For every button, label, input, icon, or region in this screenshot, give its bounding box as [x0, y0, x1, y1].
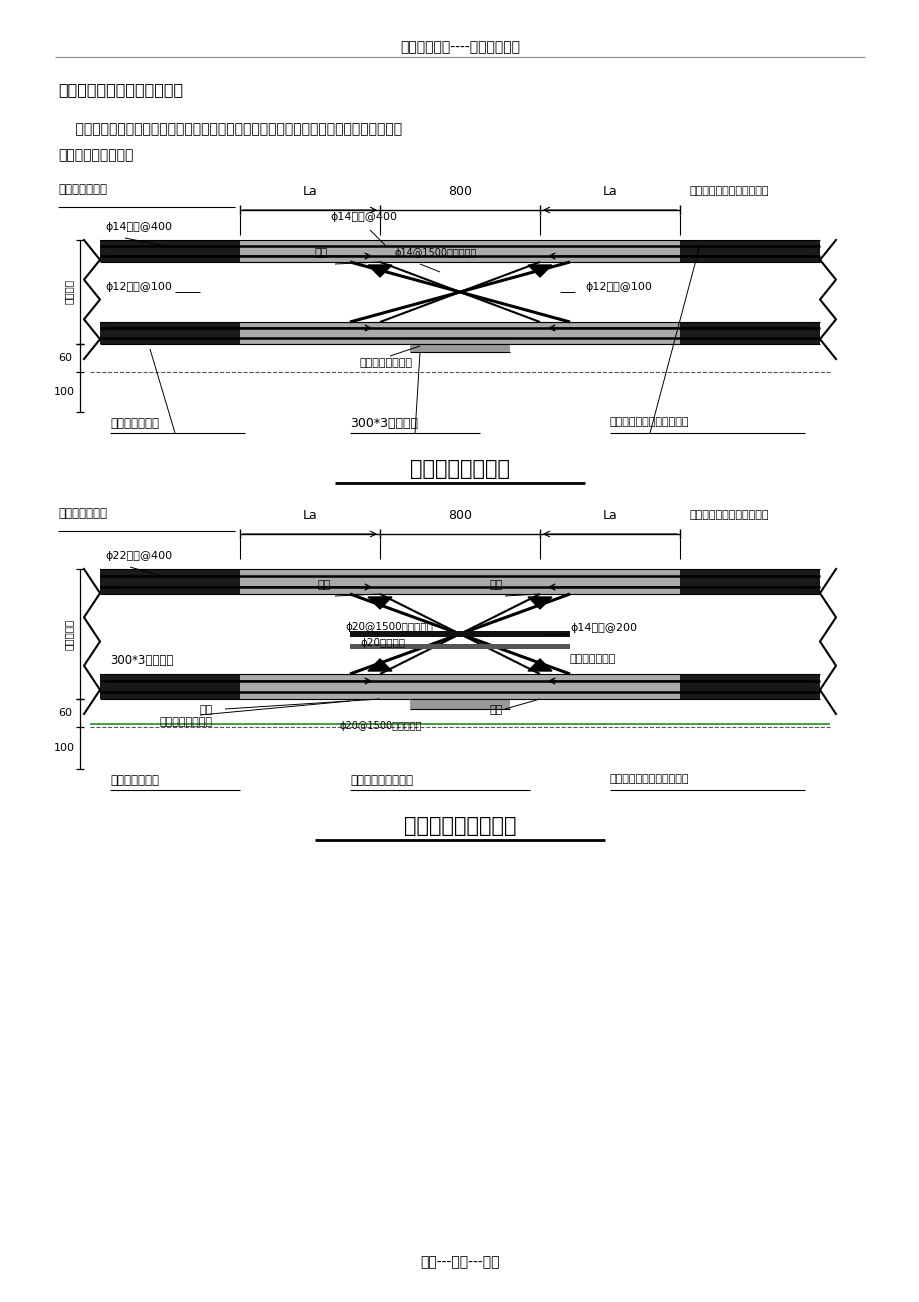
- Text: 300*3止水钢板: 300*3止水钢板: [110, 654, 173, 667]
- Text: 板中加强筋（按原图设计）: 板中加强筋（按原图设计）: [609, 773, 688, 784]
- Bar: [410, 344, 509, 352]
- Text: 根据施工图纸及规范要求，后浇带及上挡墙均采用钢板止水，为更好的的指导现场施工，: 根据施工图纸及规范要求，后浇带及上挡墙均采用钢板止水，为更好的的指导现场施工，: [58, 122, 402, 135]
- Text: 双层密目钢丝网: 双层密目钢丝网: [110, 773, 159, 786]
- Text: La: La: [302, 509, 317, 522]
- Bar: [349, 644, 570, 648]
- Bar: [349, 631, 570, 637]
- Bar: [100, 674, 240, 699]
- Text: ϕ14钢筋@200: ϕ14钢筋@200: [570, 622, 636, 633]
- Text: 基础底板后浇带构造: 基础底板后浇带构造: [403, 816, 516, 836]
- Text: 800: 800: [448, 185, 471, 198]
- Text: 100: 100: [54, 743, 75, 753]
- Text: 800: 800: [448, 509, 471, 522]
- Text: ϕ20@1500斜向支撑筋: ϕ20@1500斜向支撑筋: [340, 721, 422, 730]
- Text: 焊接: 焊接: [314, 247, 328, 258]
- Text: ϕ14@1500斜向支撑筋: ϕ14@1500斜向支撑筋: [394, 247, 477, 258]
- Text: 原配筋通长设置: 原配筋通长设置: [58, 506, 107, 519]
- Text: 焊接: 焊接: [490, 579, 503, 590]
- Text: 300*3止水钢板: 300*3止水钢板: [349, 417, 417, 430]
- Text: 60: 60: [58, 353, 72, 363]
- Text: 基础底板厚: 基础底板厚: [64, 618, 74, 650]
- Polygon shape: [368, 659, 391, 671]
- Bar: [100, 240, 240, 262]
- Text: La: La: [602, 185, 617, 198]
- Text: ϕ20@1500水平支撑筋: ϕ20@1500水平支撑筋: [345, 622, 433, 631]
- Text: 双层密目钢丝网: 双层密目钢丝网: [110, 417, 159, 430]
- Bar: [240, 322, 679, 344]
- Polygon shape: [528, 659, 551, 671]
- Polygon shape: [368, 598, 391, 609]
- Text: 焊接: 焊接: [318, 579, 331, 590]
- Text: 外贴式橡胶止水带: 外贴式橡胶止水带: [160, 717, 213, 727]
- Text: La: La: [302, 185, 317, 198]
- Text: 精选优质文档----倾情为你奉上: 精选优质文档----倾情为你奉上: [400, 40, 519, 53]
- Text: 原配筋通长设置: 原配筋通长设置: [58, 184, 107, 197]
- Text: 外贴式橡胶止水带: 外贴式橡胶止水带: [359, 358, 413, 368]
- Text: 建筑防水层和保护层: 建筑防水层和保护层: [349, 773, 413, 786]
- Text: 焊接: 焊接: [199, 704, 213, 715]
- Text: 双层密目钢丝网: 双层密目钢丝网: [570, 654, 616, 664]
- Text: 抗水板后浇带构造: 抗水板后浇带构造: [410, 460, 509, 479]
- Text: ϕ12钢筋@100: ϕ12钢筋@100: [105, 283, 172, 292]
- Text: 专心---专注---专业: 专心---专注---专业: [420, 1255, 499, 1269]
- Text: 板中加强筋（按原图设计）: 板中加强筋（按原图设计）: [609, 417, 688, 427]
- Text: La: La: [602, 509, 617, 522]
- Text: 编制以下加固方案：: 编制以下加固方案：: [58, 148, 133, 161]
- Text: 板中加强筋（按原图设计）: 板中加强筋（按原图设计）: [689, 186, 768, 197]
- Text: ϕ20通长钢筋: ϕ20通长钢筋: [359, 638, 404, 648]
- Bar: [410, 699, 509, 710]
- Bar: [679, 322, 819, 344]
- Polygon shape: [528, 266, 551, 277]
- Bar: [679, 674, 819, 699]
- Text: ϕ14钢筋@400: ϕ14钢筋@400: [330, 212, 397, 223]
- Text: 二、后浇带及上挡墙加固设计: 二、后浇带及上挡墙加固设计: [58, 82, 183, 98]
- Bar: [679, 569, 819, 594]
- Text: ϕ12钢筋@100: ϕ12钢筋@100: [584, 283, 652, 292]
- Text: 100: 100: [54, 387, 75, 397]
- Text: ϕ14钢筋@400: ϕ14钢筋@400: [105, 223, 172, 232]
- Text: ϕ22钢筋@400: ϕ22钢筋@400: [105, 551, 172, 561]
- Text: 60: 60: [58, 708, 72, 717]
- Polygon shape: [528, 598, 551, 609]
- Bar: [240, 569, 679, 594]
- Text: 焊接: 焊接: [490, 704, 503, 715]
- Polygon shape: [368, 266, 391, 277]
- Bar: [100, 569, 240, 594]
- Bar: [100, 322, 240, 344]
- Text: 板中加强筋（按原图设计）: 板中加强筋（按原图设计）: [689, 510, 768, 519]
- Bar: [240, 240, 679, 262]
- Bar: [240, 674, 679, 699]
- Bar: [679, 240, 819, 262]
- Text: 抗水板厚: 抗水板厚: [64, 280, 74, 305]
